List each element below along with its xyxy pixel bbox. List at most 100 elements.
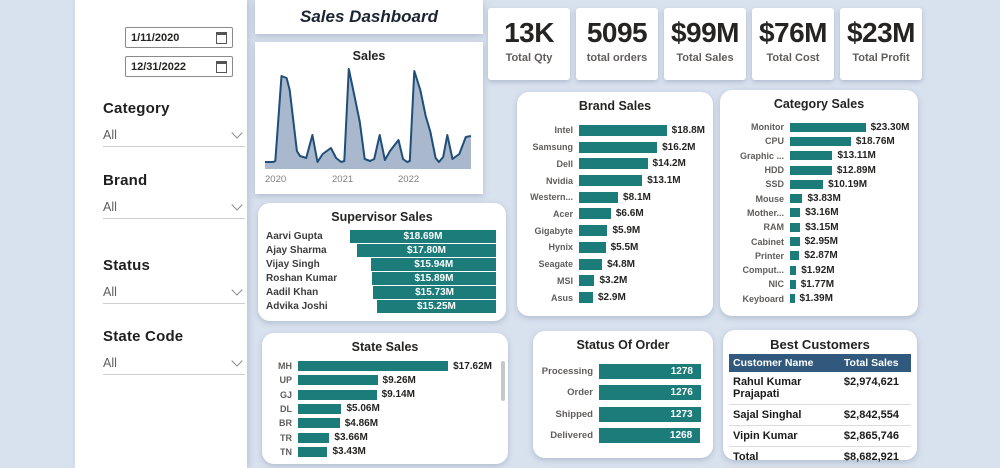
bar[interactable] bbox=[298, 361, 449, 372]
status-bar[interactable]: 1276 bbox=[599, 385, 701, 401]
supervisor-sales-title: Supervisor Sales bbox=[331, 210, 433, 224]
bar-category-label: Cabinet bbox=[750, 236, 784, 247]
bar-row: TN $3.43M bbox=[270, 446, 492, 457]
bar-row: Asus $2.9M bbox=[525, 292, 705, 304]
kpi-total-cost[interactable]: $76M Total Cost bbox=[752, 8, 834, 80]
category-dropdown-value: All bbox=[103, 128, 117, 142]
bar[interactable] bbox=[790, 122, 866, 132]
kpi-total-orders[interactable]: 5095 total orders bbox=[576, 8, 658, 80]
bar[interactable] bbox=[579, 141, 658, 153]
scrollbar-thumb[interactable] bbox=[501, 361, 505, 401]
status-bar[interactable]: 1278 bbox=[599, 364, 701, 380]
bar[interactable] bbox=[298, 389, 377, 400]
bar-category-label: Hynix bbox=[548, 242, 573, 253]
bar-row: NIC $1.77M bbox=[728, 279, 910, 290]
bar-value-label: $1.77M bbox=[800, 278, 835, 290]
calendar-icon[interactable] bbox=[216, 60, 227, 73]
bar[interactable] bbox=[579, 275, 595, 287]
bar[interactable] bbox=[790, 279, 796, 289]
bar[interactable] bbox=[790, 237, 800, 247]
bar[interactable] bbox=[790, 294, 795, 304]
funnel-bar[interactable]: $15.94M bbox=[371, 257, 496, 271]
bar-category-label: MSI bbox=[556, 275, 573, 286]
bar[interactable] bbox=[298, 403, 342, 414]
bar-row: Mouse $3.83M bbox=[728, 193, 910, 204]
funnel-bar[interactable]: $17.80M bbox=[357, 243, 496, 257]
bar-value-label: $3.43M bbox=[332, 446, 366, 458]
bar[interactable] bbox=[790, 265, 797, 275]
status-row: Delivered 1268 bbox=[539, 427, 701, 443]
status-of-order-title: Status Of Order bbox=[576, 338, 670, 352]
bar[interactable] bbox=[790, 194, 803, 204]
bar[interactable] bbox=[579, 158, 648, 170]
funnel-bar[interactable]: $15.25M bbox=[376, 300, 496, 314]
chevron-down-icon bbox=[231, 199, 243, 211]
bar-value-label: $5.5M bbox=[610, 241, 639, 253]
category-sales-bars: Monitor $23.30M CPU $18.76M Graphic ... $13.1… bbox=[728, 120, 910, 306]
bar-row: MSI $3.2M bbox=[525, 275, 705, 287]
bar-zone: $2.95M bbox=[790, 236, 910, 247]
brand-sales-title: Brand Sales bbox=[578, 99, 652, 113]
status-bar[interactable]: 1273 bbox=[599, 406, 701, 422]
bar[interactable] bbox=[579, 208, 611, 220]
kpi-total-qty[interactable]: 13K Total Qty bbox=[488, 8, 570, 80]
bar[interactable] bbox=[790, 136, 851, 146]
bar[interactable] bbox=[579, 225, 608, 237]
state-code-dropdown[interactable]: All bbox=[103, 352, 245, 375]
kpi-total-sales[interactable]: $99M Total Sales bbox=[664, 8, 746, 80]
bar-value-label: $1.39M bbox=[799, 293, 833, 305]
supervisor-sales-bars: Aarvi Gupta $18.69M Ajay Sharma $17.80M Vija… bbox=[266, 229, 496, 314]
filter-label-brand: Brand bbox=[103, 172, 148, 189]
category-dropdown[interactable]: All bbox=[103, 124, 245, 147]
date-to-value: 12/31/2022 bbox=[131, 60, 187, 73]
sales-area-chart[interactable] bbox=[265, 68, 471, 170]
bar[interactable] bbox=[790, 222, 801, 232]
table-row[interactable]: Sajal Singhal $2,842,554 bbox=[729, 405, 911, 426]
supervisor-sales-card: Supervisor Sales Aarvi Gupta $18.69M Ajay … bbox=[258, 203, 506, 321]
funnel-bar[interactable]: $15.89M bbox=[371, 272, 496, 286]
bar-zone: $9.26M bbox=[298, 375, 492, 386]
date-to-input[interactable]: 12/31/2022 bbox=[125, 56, 233, 77]
bar[interactable] bbox=[579, 191, 619, 203]
table-row[interactable]: Rahul Kumar Prajapati $2,974,621 bbox=[729, 372, 911, 405]
brand-dropdown[interactable]: All bbox=[103, 196, 245, 219]
bar-category-label: Comput... bbox=[742, 265, 785, 276]
bar[interactable] bbox=[579, 241, 606, 253]
kpi-total-profit[interactable]: $23M Total Profit bbox=[840, 8, 922, 80]
bar[interactable] bbox=[579, 258, 603, 270]
status-bar[interactable]: 1268 bbox=[599, 427, 701, 443]
bar-row: Graphic ... $13.11M bbox=[728, 150, 910, 161]
status-dropdown[interactable]: All bbox=[103, 281, 245, 304]
best-customers-table: Customer Name Total Sales Rahul Kumar Praj… bbox=[729, 354, 911, 468]
bar-value-label: $23.30M bbox=[870, 121, 910, 133]
bar[interactable] bbox=[298, 418, 340, 429]
table-row[interactable]: Total $8,682,921 bbox=[729, 447, 911, 468]
date-from-input[interactable]: 1/11/2020 bbox=[125, 27, 233, 48]
kpi-value: $23M bbox=[846, 17, 916, 48]
sales-trend-title: Sales bbox=[352, 49, 386, 63]
status-category-label: Order bbox=[567, 387, 593, 399]
bar-row: Printer $2.87M bbox=[728, 250, 910, 261]
bar[interactable] bbox=[579, 292, 593, 304]
bar[interactable] bbox=[790, 251, 800, 261]
bar-zone: $1.77M bbox=[790, 279, 910, 290]
bar-zone: $13.1M bbox=[579, 175, 705, 187]
bar[interactable] bbox=[298, 446, 328, 457]
bar[interactable] bbox=[790, 165, 832, 175]
bar-category-label: HDD bbox=[764, 165, 785, 176]
bar[interactable] bbox=[579, 175, 643, 187]
bar[interactable] bbox=[790, 151, 833, 161]
bar[interactable] bbox=[790, 208, 801, 218]
bar[interactable] bbox=[579, 124, 667, 136]
bar-row: Samsung $16.2M bbox=[525, 141, 705, 153]
kpi-label: Total Profit bbox=[852, 52, 910, 64]
best-customers-card: Best Customers Customer Name Total Sales R… bbox=[723, 330, 917, 468]
bar[interactable] bbox=[298, 432, 330, 443]
calendar-icon[interactable] bbox=[216, 31, 227, 44]
bar-row: Dell $14.2M bbox=[525, 158, 705, 170]
funnel-bar[interactable]: $18.69M bbox=[350, 229, 496, 243]
table-row[interactable]: Vipin Kumar $2,865,746 bbox=[729, 426, 911, 447]
bar[interactable] bbox=[790, 179, 824, 189]
funnel-bar[interactable]: $15.73M bbox=[373, 286, 496, 300]
bar[interactable] bbox=[298, 375, 378, 386]
